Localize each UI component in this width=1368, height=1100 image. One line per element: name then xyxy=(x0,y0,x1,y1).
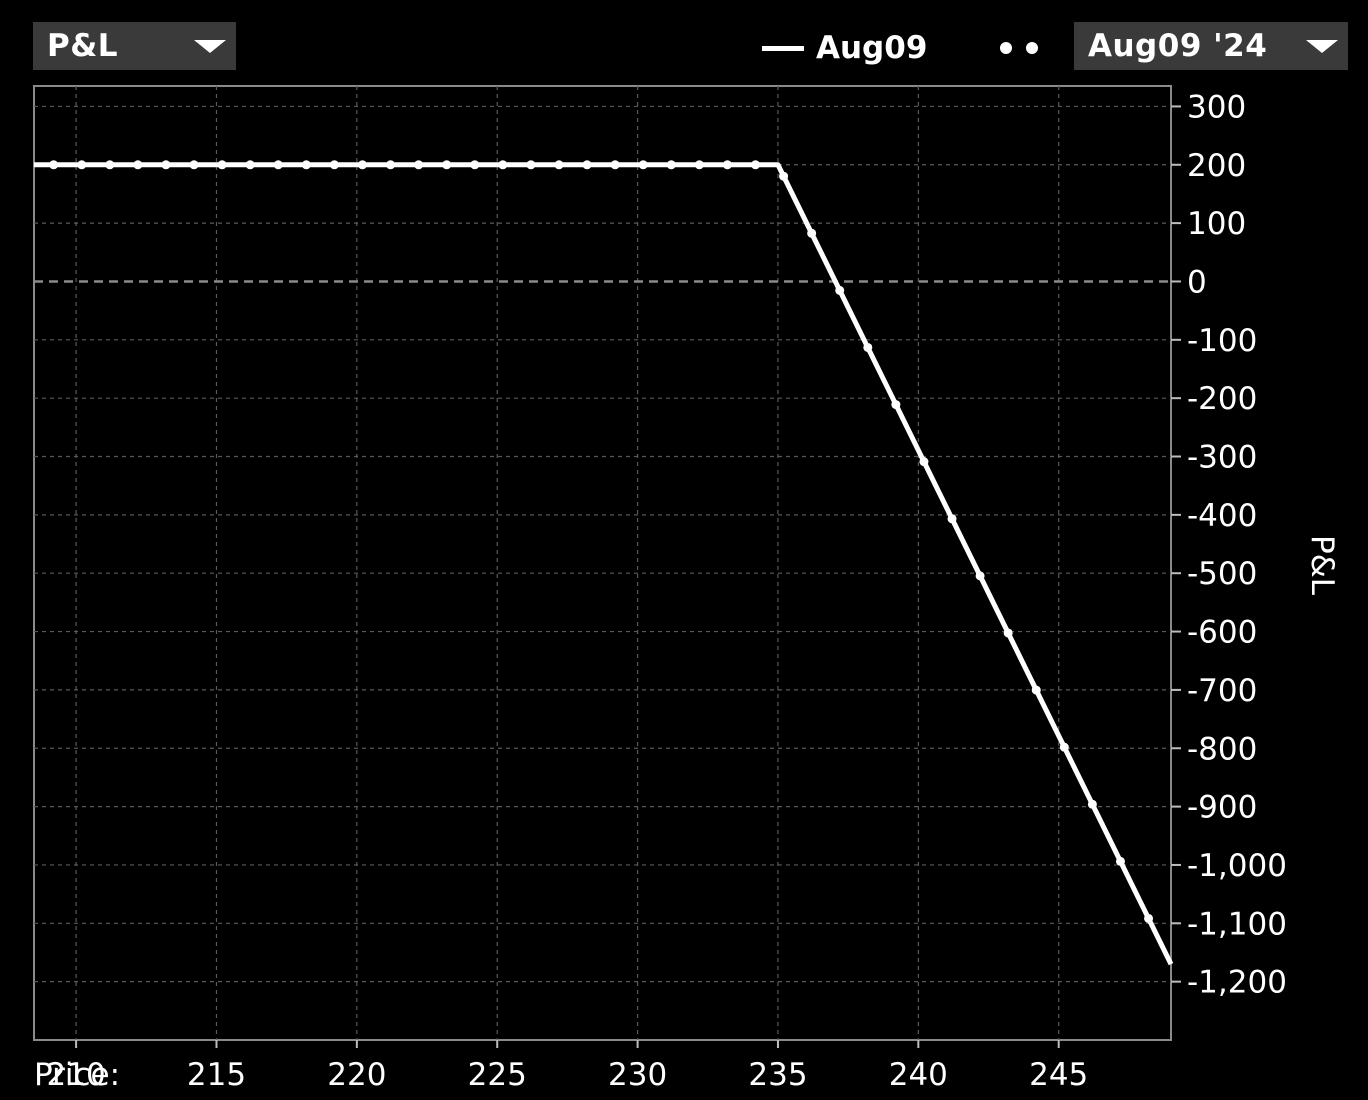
y-tick-label: 100 xyxy=(1187,206,1246,242)
series-layer xyxy=(34,160,1174,966)
legend-dot-swatch xyxy=(1026,42,1038,54)
y-tick-label: -1,200 xyxy=(1187,965,1287,1001)
y-tick-label: -1,000 xyxy=(1187,848,1287,884)
y-tick-label: -500 xyxy=(1187,556,1257,592)
x-tick-label: 215 xyxy=(187,1057,246,1093)
series-dot-marker xyxy=(386,160,396,170)
series-dot-marker xyxy=(1144,913,1154,923)
legend-entry-dotted xyxy=(1000,24,1052,72)
series-dot-marker xyxy=(751,160,761,170)
y-tick-label: 0 xyxy=(1187,264,1207,300)
series-dot-marker xyxy=(863,342,873,352)
series-dot-marker xyxy=(1087,799,1097,809)
series-dot-marker xyxy=(807,228,817,238)
x-tick-label: 235 xyxy=(748,1057,807,1093)
y-tick-label: -600 xyxy=(1187,615,1257,651)
y-tick-label: -200 xyxy=(1187,381,1257,417)
series-dot-marker xyxy=(498,160,508,170)
series-dot-marker xyxy=(301,160,311,170)
series-dot-marker xyxy=(442,160,452,170)
series-dot-marker xyxy=(161,160,171,170)
legend-line-swatch xyxy=(762,45,804,51)
series-dot-marker xyxy=(329,160,339,170)
series-dot-marker xyxy=(582,160,592,170)
series-dot-marker xyxy=(891,400,901,410)
series-dot-marker xyxy=(666,160,676,170)
y-tick-label: -100 xyxy=(1187,323,1257,359)
series-dot-marker xyxy=(554,160,564,170)
y-tick-label: -700 xyxy=(1187,673,1257,709)
x-tick-label: 225 xyxy=(468,1057,527,1093)
series-dot-marker xyxy=(189,160,199,170)
series-dot-marker xyxy=(217,160,227,170)
legend-label: Aug09 xyxy=(816,30,928,66)
series-dot-marker xyxy=(779,171,789,181)
y-tick-label: -800 xyxy=(1187,731,1257,767)
y-axis-label: P&L xyxy=(1304,535,1340,596)
series-dot-marker xyxy=(919,457,929,467)
x-tick-label: 240 xyxy=(889,1057,948,1093)
plot-area xyxy=(33,85,1172,1041)
series-dot-marker xyxy=(470,160,480,170)
x-axis-label: Price: xyxy=(34,1057,120,1093)
series-dot-marker xyxy=(1003,628,1013,638)
x-axis: 210 215 220 225 230 235 240 245 xyxy=(47,1040,1088,1093)
y-tick-label: -400 xyxy=(1187,498,1257,534)
legend-entry-solid: Aug09 xyxy=(762,24,927,72)
series-dot-marker xyxy=(835,285,845,295)
legend-dot-swatch xyxy=(1000,42,1012,54)
series-dot-marker xyxy=(1059,742,1069,752)
series-dot-marker xyxy=(133,160,143,170)
series-dot-marker xyxy=(77,160,87,170)
y-tick-label: -1,100 xyxy=(1187,906,1287,942)
chevron-down-icon xyxy=(1306,40,1338,53)
date-dropdown[interactable]: Aug09 '24 xyxy=(1074,22,1348,70)
series-dot-marker xyxy=(638,160,648,170)
series-dot-marker xyxy=(1115,856,1125,866)
series-dot-marker xyxy=(273,160,283,170)
y-axis: 300 200 100 0 -100 -200 -300 -400 -500 -600 -700 -8… xyxy=(1171,89,1287,1001)
series-dot-marker xyxy=(947,514,957,524)
y-tick-label: -300 xyxy=(1187,440,1257,476)
metric-dropdown-label: P&L xyxy=(47,28,119,64)
x-tick-label: 245 xyxy=(1029,1057,1088,1093)
grid xyxy=(34,86,1171,1040)
chevron-down-icon xyxy=(194,40,226,53)
series-dot-marker xyxy=(414,160,424,170)
x-tick-label: 220 xyxy=(327,1057,386,1093)
y-tick-label: 200 xyxy=(1187,148,1246,184)
series-dot-marker xyxy=(105,160,115,170)
series-dot-marker xyxy=(49,160,59,170)
metric-dropdown[interactable]: P&L xyxy=(33,22,236,70)
series-dot-marker xyxy=(1031,685,1041,695)
series-line-aug09 xyxy=(34,162,1174,966)
y-tick-label: -900 xyxy=(1187,790,1257,826)
series-dot-marker xyxy=(694,160,704,170)
series-dot-marker xyxy=(610,160,620,170)
series-dot-marker xyxy=(245,160,255,170)
x-tick-label: 230 xyxy=(608,1057,667,1093)
x-tick-label: 210 xyxy=(47,1057,106,1093)
series-dot-marker xyxy=(722,160,732,170)
series-dot-marker xyxy=(357,160,367,170)
y-tick-label: 300 xyxy=(1187,89,1246,125)
series-dot-marker xyxy=(975,571,985,581)
series-dot-marker xyxy=(526,160,536,170)
date-dropdown-label: Aug09 '24 xyxy=(1088,28,1268,64)
